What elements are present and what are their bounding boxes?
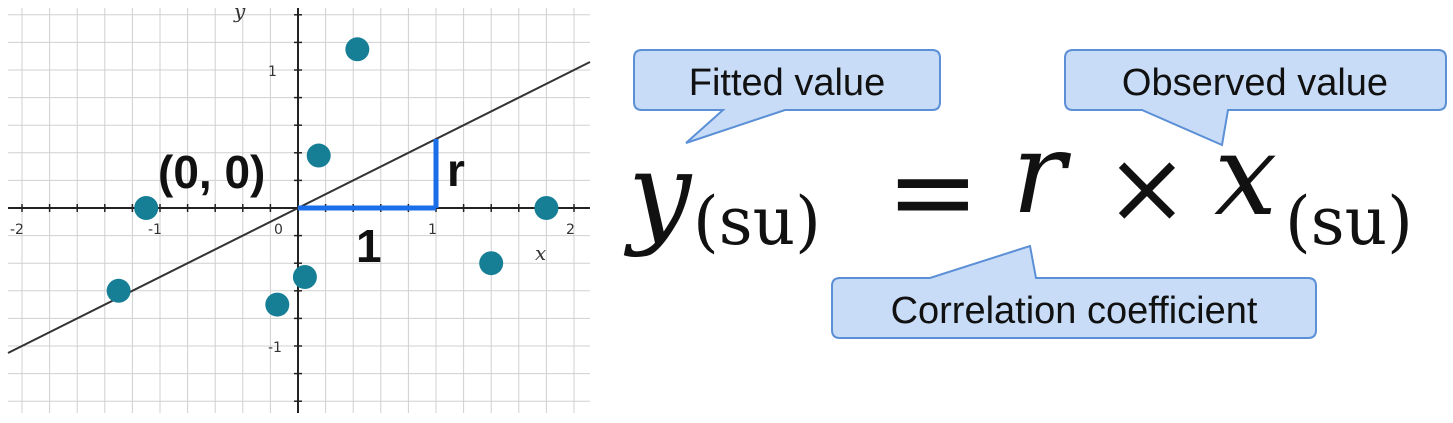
y-tick-label: 1 [268,64,277,80]
callout-correlation-coefficient: Correlation coefficient [831,244,1317,339]
formula-times: × [1105,129,1189,246]
callout-correlation-label: Correlation coefficient [891,290,1258,332]
formula-lhs-variable: y [623,129,693,259]
formula-coefficient: r [1012,109,1072,239]
chart-annotations: (0, 0) 1 r [158,144,465,272]
run-label: 1 [356,220,382,272]
data-point [479,251,504,276]
formula: y (su) = r × x (su) [623,109,1413,260]
y-axis-label: y [233,0,246,23]
tick-labels: -2 -1 0 1 2 1 -1 x y [10,0,575,356]
data-point [134,196,159,220]
callout-observed-value: Observed value [1064,49,1447,147]
formula-lhs-subscript: (su) [693,183,821,260]
data-point [345,37,370,62]
data-point [534,196,559,220]
callout-observed-label: Observed value [1122,62,1388,104]
x-axis-label: x [535,241,546,265]
x-tick-label: -1 [148,222,162,238]
callout-fitted-value: Fitted value [633,49,941,144]
callout-observed-bubble [1064,49,1447,147]
y-tick-label: -1 [268,340,282,356]
callout-fitted-label: Fitted value [689,62,885,104]
formula-rhs-subscript: (su) [1285,183,1413,260]
callout-fitted-bubble [633,49,941,144]
data-point [106,278,131,303]
formula-equals: = [886,127,980,257]
x-tick-label: 2 [566,222,575,238]
x-tick-label: 0 [274,222,283,238]
data-point [265,292,290,317]
data-point [306,143,331,168]
callout-correlation-bubble [831,244,1317,339]
x-tick-label: 1 [428,222,437,238]
origin-label: (0, 0) [158,146,265,198]
x-tick-label: -2 [10,222,24,238]
slope-triangle [298,139,439,211]
data-point [292,265,317,289]
rise-label: r [447,144,465,196]
data-points [106,37,559,317]
